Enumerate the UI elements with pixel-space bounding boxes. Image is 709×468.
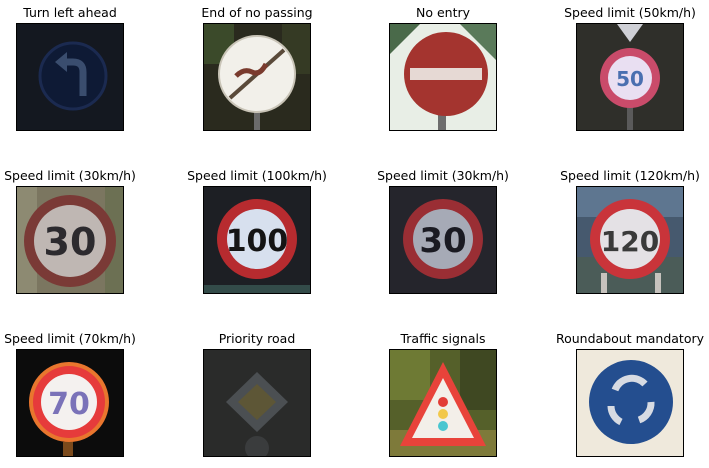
traffic-signals-sign-image bbox=[389, 349, 497, 457]
sample-title: Speed limit (30km/h) bbox=[377, 168, 509, 183]
sign-digits: 30 bbox=[44, 220, 97, 264]
sample-title: Speed limit (50km/h) bbox=[564, 5, 696, 20]
end-of-no-passing-sign-image bbox=[203, 23, 311, 131]
roundabout-mandatory-sign-image bbox=[576, 349, 684, 457]
speed-limit-70-sign-image: 70 bbox=[16, 349, 124, 457]
sample-title: Traffic signals bbox=[400, 331, 486, 346]
sign-digits: 50 bbox=[616, 67, 644, 91]
sample-title: Priority road bbox=[218, 331, 296, 346]
speed-limit-120-sign-image: 120 bbox=[576, 186, 684, 294]
turn-left-ahead-sign-image bbox=[16, 23, 124, 131]
sample-title: Speed limit (120km/h) bbox=[560, 168, 700, 183]
sample-title: End of no passing bbox=[201, 5, 313, 20]
sample-title: Speed limit (30km/h) bbox=[4, 168, 136, 183]
sample-title: Speed limit (100km/h) bbox=[187, 168, 327, 183]
sign-digits: 100 bbox=[226, 224, 289, 259]
sign-digits: 70 bbox=[48, 387, 90, 422]
speed-limit-30-sign-image: 30 bbox=[16, 186, 124, 294]
no-entry-sign-image bbox=[389, 23, 497, 131]
speed-limit-50-sign-image: 50 bbox=[576, 23, 684, 131]
speed-limit-30-sign-image: 30 bbox=[389, 186, 497, 294]
priority-road-sign-image bbox=[203, 349, 311, 457]
sample-title: Turn left ahead bbox=[23, 5, 117, 20]
speed-limit-100-sign-image: 100 bbox=[203, 186, 311, 294]
sample-title: Roundabout mandatory bbox=[555, 331, 705, 346]
sample-title: Speed limit (70km/h) bbox=[4, 331, 136, 346]
sign-digits: 30 bbox=[419, 221, 466, 261]
sample-title: No entry bbox=[415, 5, 471, 20]
sign-digits: 120 bbox=[601, 225, 659, 258]
